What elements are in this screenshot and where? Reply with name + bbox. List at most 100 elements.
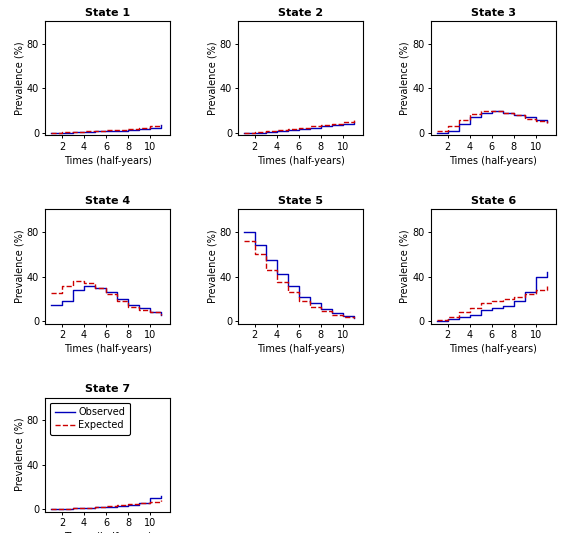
Y-axis label: Prevalence (%): Prevalence (%) (400, 42, 410, 115)
Title: State 3: State 3 (471, 8, 516, 18)
Observed (295, 125, 302, 132)
Expected (273, 126, 280, 133)
Expected (488, 108, 495, 114)
Observed (136, 305, 142, 311)
Observed (433, 130, 440, 136)
Observed (147, 309, 154, 316)
Expected (125, 500, 132, 507)
Observed (340, 121, 346, 127)
Expected (285, 125, 291, 132)
Expected (70, 505, 77, 512)
Expected (240, 238, 247, 244)
Expected (455, 117, 462, 123)
Expected (350, 314, 357, 321)
Observed (500, 302, 506, 309)
Expected (103, 291, 109, 297)
Observed (70, 505, 77, 512)
Expected (58, 506, 65, 513)
Observed (91, 128, 98, 134)
Title: State 4: State 4 (85, 196, 130, 206)
Expected (455, 309, 462, 316)
Expected (125, 304, 132, 310)
Expected (477, 300, 484, 306)
Observed (477, 307, 484, 313)
Observed (328, 122, 335, 128)
Expected (158, 122, 164, 128)
Title: State 1: State 1 (85, 8, 130, 18)
Expected (318, 122, 324, 128)
Observed (103, 289, 109, 295)
Expected (70, 278, 77, 284)
Expected (263, 128, 269, 134)
Expected (433, 128, 440, 134)
Observed (455, 313, 462, 320)
Observed (48, 506, 54, 513)
Expected (273, 279, 280, 285)
Expected (103, 503, 109, 510)
Observed (455, 121, 462, 127)
Expected (113, 502, 120, 508)
Expected (340, 119, 346, 125)
Expected (285, 289, 291, 295)
Expected (136, 499, 142, 506)
Observed (488, 305, 495, 311)
Observed (147, 124, 154, 131)
Observed (532, 117, 539, 123)
Y-axis label: Prevalence (%): Prevalence (%) (14, 230, 24, 303)
Legend: Observed, Expected: Observed, Expected (50, 402, 130, 435)
Line: Expected: Expected (244, 120, 354, 133)
Observed (285, 126, 291, 133)
Expected (340, 313, 346, 320)
Observed (113, 128, 120, 134)
Title: State 7: State 7 (85, 384, 130, 394)
Observed (318, 306, 324, 312)
Expected (532, 287, 539, 293)
Expected (91, 285, 98, 291)
X-axis label: Times (half-years): Times (half-years) (257, 344, 344, 354)
Expected (466, 111, 473, 117)
Line: Observed: Observed (244, 122, 354, 133)
Expected (136, 124, 142, 131)
Expected (328, 121, 335, 127)
X-axis label: Times (half-years): Times (half-years) (450, 344, 538, 354)
Line: Expected: Expected (244, 241, 354, 318)
Observed (158, 122, 164, 128)
Observed (263, 129, 269, 135)
Expected (510, 112, 517, 118)
Line: Observed: Observed (244, 232, 354, 318)
Expected (328, 311, 335, 318)
Observed (125, 502, 132, 508)
Observed (48, 130, 54, 136)
Observed (295, 294, 302, 300)
Observed (81, 282, 87, 289)
X-axis label: Times (half-years): Times (half-years) (64, 532, 151, 533)
Line: Expected: Expected (437, 111, 547, 131)
Observed (466, 114, 473, 120)
Expected (113, 126, 120, 133)
Y-axis label: Prevalence (%): Prevalence (%) (207, 230, 217, 303)
Expected (295, 298, 302, 304)
Observed (81, 505, 87, 512)
Observed (48, 301, 54, 308)
Expected (433, 317, 440, 324)
Observed (125, 301, 132, 308)
Expected (307, 304, 314, 310)
Observed (58, 506, 65, 513)
Observed (240, 229, 247, 235)
Expected (70, 129, 77, 135)
Expected (543, 120, 550, 126)
Line: Expected: Expected (51, 125, 161, 133)
Expected (522, 291, 528, 297)
Expected (543, 282, 550, 289)
Expected (500, 110, 506, 116)
Observed (307, 300, 314, 306)
Expected (307, 123, 314, 130)
Observed (543, 269, 550, 275)
Expected (158, 311, 164, 318)
Expected (48, 130, 54, 136)
Observed (158, 493, 164, 499)
Observed (307, 124, 314, 131)
Expected (532, 118, 539, 124)
Y-axis label: Prevalence (%): Prevalence (%) (400, 230, 410, 303)
Observed (273, 271, 280, 278)
